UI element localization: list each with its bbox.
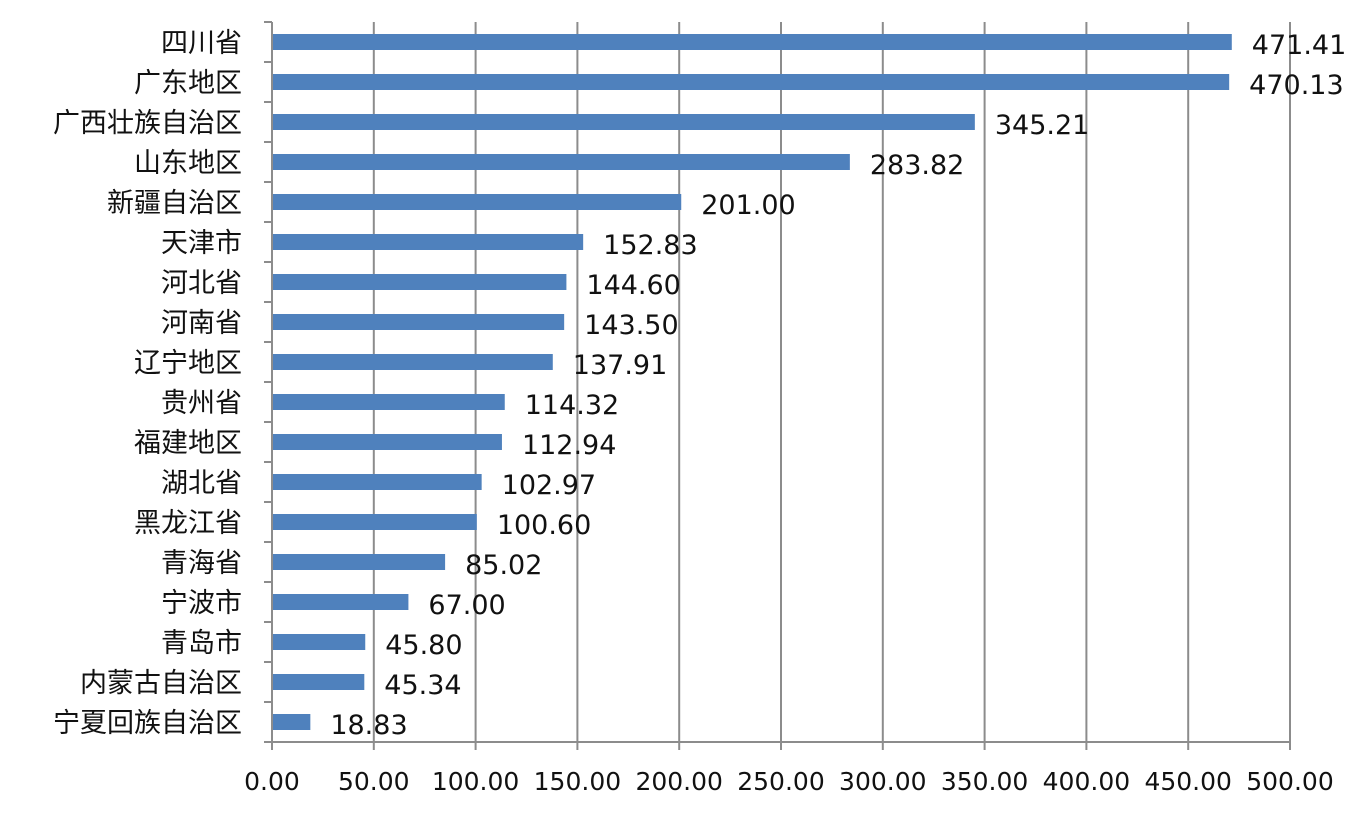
x-tick-label: 50.00 [338, 767, 410, 796]
bar [273, 314, 565, 330]
category-label: 贵州省 [161, 388, 242, 419]
bar [273, 634, 366, 650]
data-label: 112.94 [522, 430, 616, 461]
data-label: 18.83 [330, 710, 407, 741]
category-label: 广东地区 [134, 68, 242, 99]
category-label: 广西壮族自治区 [53, 108, 242, 139]
data-label: 102.97 [502, 470, 596, 501]
bar [273, 154, 850, 170]
x-tick-label: 400.00 [1043, 767, 1130, 796]
data-label: 45.80 [385, 630, 462, 661]
data-label: 152.83 [603, 230, 697, 261]
data-label: 67.00 [428, 590, 505, 621]
data-label: 45.34 [384, 670, 461, 701]
category-label: 四川省 [161, 28, 242, 59]
data-label: 137.91 [573, 350, 667, 381]
bar [273, 274, 567, 290]
bar [273, 114, 975, 130]
data-label: 114.32 [525, 390, 619, 421]
category-label: 宁夏回族自治区 [53, 708, 242, 739]
x-tick-label: 450.00 [1144, 767, 1231, 796]
bar [273, 394, 505, 410]
category-label: 青海省 [161, 548, 242, 579]
category-label: 黑龙江省 [134, 508, 242, 539]
category-label: 辽宁地区 [134, 348, 242, 379]
bar [273, 594, 409, 610]
data-label: 470.13 [1249, 70, 1343, 101]
category-label: 青岛市 [161, 628, 242, 659]
category-label: 新疆自治区 [107, 188, 242, 219]
bar [273, 474, 482, 490]
x-tick-label: 100.00 [432, 767, 519, 796]
bar [273, 514, 477, 530]
x-tick-label: 0.00 [244, 767, 300, 796]
category-label: 内蒙古自治区 [80, 668, 242, 699]
x-tick-label: 250.00 [737, 767, 824, 796]
data-label: 143.50 [584, 310, 678, 341]
category-label: 河南省 [161, 308, 242, 339]
category-label: 山东地区 [134, 148, 242, 179]
bar [273, 74, 1230, 90]
bar [273, 674, 365, 690]
data-label: 283.82 [870, 150, 964, 181]
bar [273, 714, 311, 730]
bars [273, 34, 1232, 730]
bar [273, 34, 1232, 50]
x-tick-labels: 0.00 50.00 100.00 150.00 200.00 250.00 300.00 3… [244, 767, 1334, 796]
bar [273, 234, 584, 250]
category-label: 天津市 [161, 228, 242, 259]
category-label: 河北省 [161, 268, 242, 299]
category-label: 福建地区 [134, 428, 242, 459]
data-label: 85.02 [465, 550, 542, 581]
data-label: 345.21 [995, 110, 1089, 141]
bar [273, 354, 553, 370]
data-label: 201.00 [701, 190, 795, 221]
bar [273, 434, 502, 450]
x-tick-label: 500.00 [1246, 767, 1333, 796]
category-labels: 四川省广东地区广西壮族自治区山东地区新疆自治区天津市河北省河南省辽宁地区贵州省福… [53, 28, 242, 739]
data-label: 471.41 [1252, 30, 1346, 61]
category-label: 宁波市 [161, 588, 242, 619]
x-tick-label: 300.00 [839, 767, 926, 796]
bar [273, 194, 682, 210]
x-tick-label: 150.00 [534, 767, 621, 796]
data-label: 100.60 [497, 510, 591, 541]
x-tick-label: 200.00 [635, 767, 722, 796]
bar [273, 554, 446, 570]
data-label: 144.60 [586, 270, 680, 301]
category-label: 湖北省 [161, 468, 242, 499]
axes [264, 21, 1291, 750]
x-tick-label: 350.00 [941, 767, 1028, 796]
grid-lines [372, 22, 1291, 742]
